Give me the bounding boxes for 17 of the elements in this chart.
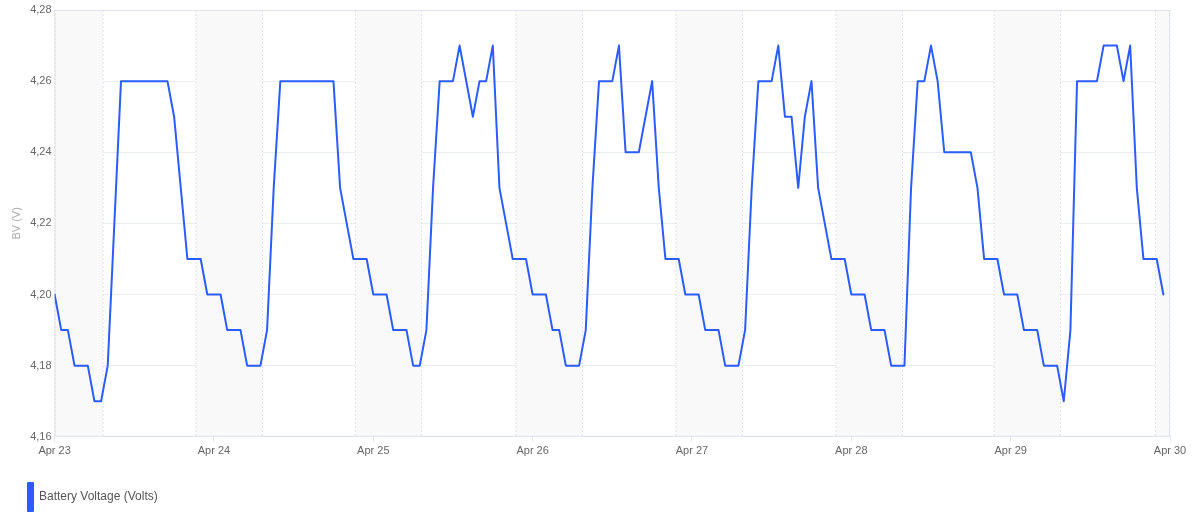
x-tick-label: Apr 25 xyxy=(357,444,390,457)
legend-label: Battery Voltage (Volts) xyxy=(39,489,158,504)
x-tick-label: Apr 27 xyxy=(675,444,709,457)
x-tick-label: Apr 23 xyxy=(38,444,71,457)
y-tick-label: 4,18 xyxy=(30,358,52,371)
y-tick-label: 4,16 xyxy=(30,429,52,442)
y-tick-label: 4,24 xyxy=(30,145,52,158)
x-tick-label: Apr 28 xyxy=(835,444,868,457)
y-tick-label: 4,28 xyxy=(30,3,52,16)
x-tick-label: Apr 26 xyxy=(516,444,549,457)
y-tick-label: 4,22 xyxy=(30,216,52,229)
x-tick-label: Apr 29 xyxy=(994,444,1027,457)
x-tick-label: Apr 30 xyxy=(1153,444,1187,457)
x-tick-label: Apr 24 xyxy=(197,444,231,457)
y-axis-title: BV (V) xyxy=(9,207,22,240)
y-tick-label: 4,20 xyxy=(30,287,52,300)
y-tick-label: 4,26 xyxy=(30,74,52,87)
